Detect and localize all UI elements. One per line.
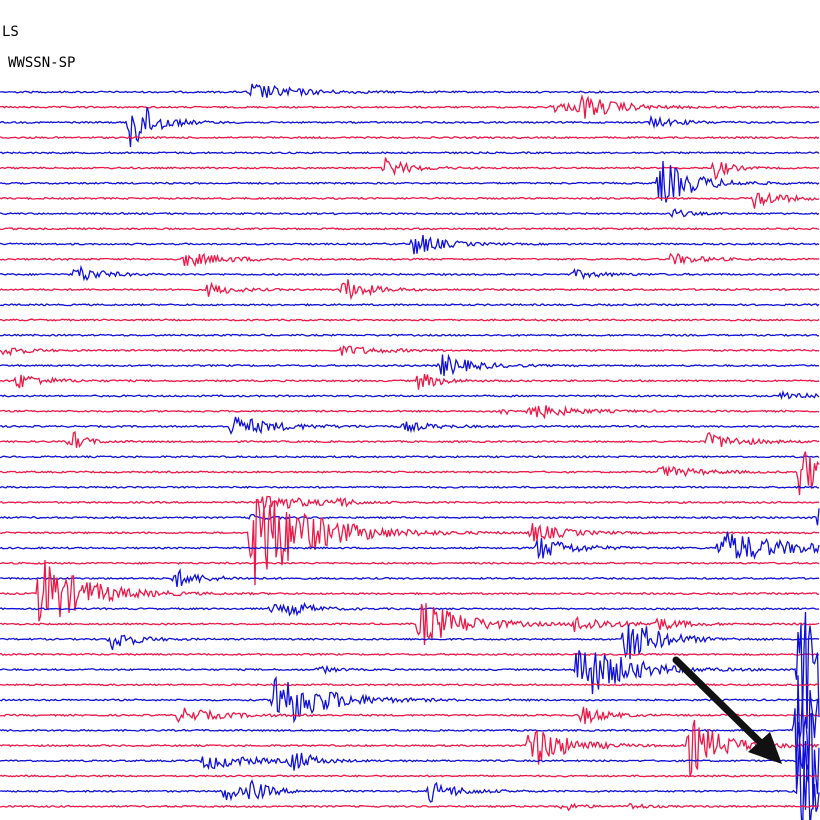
trace <box>0 675 820 789</box>
trace <box>0 160 820 203</box>
trace <box>0 675 820 724</box>
network-label: WWSSN-SP <box>8 55 75 71</box>
trace <box>0 157 820 181</box>
trace <box>0 691 820 810</box>
trace <box>0 303 820 307</box>
trace <box>0 611 820 729</box>
traces <box>0 83 820 820</box>
trace <box>0 531 820 560</box>
trace <box>0 151 820 155</box>
arrow <box>672 656 782 764</box>
trace <box>0 706 820 725</box>
trace <box>0 333 820 337</box>
trace <box>0 802 819 812</box>
trace <box>0 318 820 322</box>
trace <box>0 652 820 657</box>
trace <box>0 208 820 219</box>
trace <box>0 603 820 646</box>
trace <box>0 561 820 565</box>
trace <box>0 601 820 617</box>
arrow-shaft <box>672 656 770 752</box>
trace <box>0 719 820 777</box>
trace <box>0 485 820 489</box>
trace <box>0 455 820 459</box>
trace <box>0 559 820 622</box>
trace <box>0 252 820 268</box>
trace <box>0 373 820 390</box>
trace <box>0 264 820 282</box>
trace <box>0 93 820 119</box>
trace <box>0 774 820 778</box>
trace <box>0 106 820 148</box>
trace <box>0 279 820 301</box>
trace <box>0 135 820 140</box>
trace <box>0 683 820 687</box>
trace <box>0 353 820 376</box>
arrow-head <box>748 732 782 764</box>
trace <box>0 405 820 420</box>
trace <box>0 390 820 401</box>
trace <box>0 738 820 820</box>
trace <box>0 83 820 98</box>
trace <box>0 191 820 209</box>
trace <box>0 495 820 512</box>
trace <box>0 416 820 436</box>
trace <box>0 508 820 526</box>
trace <box>0 431 820 448</box>
trace <box>0 624 820 660</box>
trace <box>0 345 820 357</box>
trace <box>0 227 820 231</box>
trace <box>0 498 820 586</box>
trace <box>0 451 820 496</box>
station-label: LS <box>2 24 19 40</box>
trace <box>0 568 820 587</box>
trace <box>0 235 820 255</box>
